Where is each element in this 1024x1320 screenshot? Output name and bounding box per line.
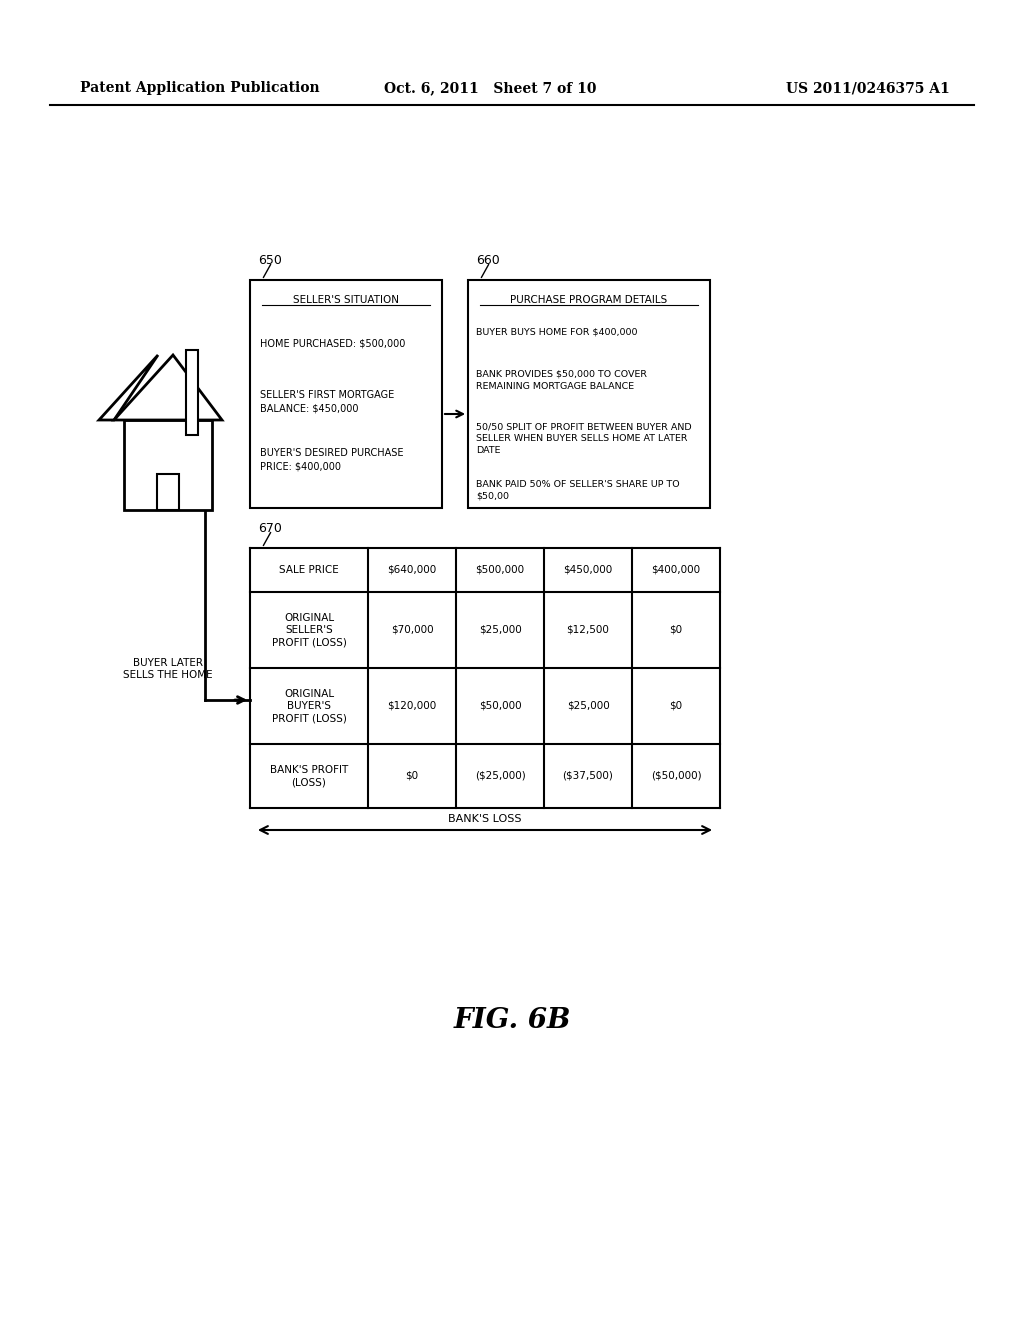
Text: PURCHASE PROGRAM DETAILS: PURCHASE PROGRAM DETAILS <box>510 294 668 305</box>
Text: BANK'S PROFIT
(LOSS): BANK'S PROFIT (LOSS) <box>270 764 348 787</box>
Text: $0: $0 <box>670 701 683 711</box>
Text: BUYER BUYS HOME FOR $400,000: BUYER BUYS HOME FOR $400,000 <box>476 327 638 337</box>
Bar <box>124 420 212 510</box>
Text: FIG. 6B: FIG. 6B <box>454 1006 570 1034</box>
Text: $0: $0 <box>406 771 419 781</box>
Text: BUYER'S DESIRED PURCHASE
PRICE: $400,000: BUYER'S DESIRED PURCHASE PRICE: $400,000 <box>260 447 403 471</box>
Text: BANK'S LOSS: BANK'S LOSS <box>449 814 522 824</box>
Text: ($37,500): ($37,500) <box>562 771 613 781</box>
Text: ORIGINAL
SELLER'S
PROFIT (LOSS): ORIGINAL SELLER'S PROFIT (LOSS) <box>271 612 346 647</box>
Text: 50/50 SPLIT OF PROFIT BETWEEN BUYER AND
SELLER WHEN BUYER SELLS HOME AT LATER
DA: 50/50 SPLIT OF PROFIT BETWEEN BUYER AND … <box>476 422 691 454</box>
Text: $0: $0 <box>670 624 683 635</box>
Text: Patent Application Publication: Patent Application Publication <box>80 81 319 95</box>
Text: US 2011/0246375 A1: US 2011/0246375 A1 <box>786 81 950 95</box>
Text: Oct. 6, 2011   Sheet 7 of 10: Oct. 6, 2011 Sheet 7 of 10 <box>384 81 596 95</box>
Text: BANK PROVIDES $50,000 TO COVER
REMAINING MORTGAGE BALANCE: BANK PROVIDES $50,000 TO COVER REMAINING… <box>476 370 647 391</box>
Text: $50,000: $50,000 <box>478 701 521 711</box>
Text: $400,000: $400,000 <box>651 565 700 576</box>
Polygon shape <box>114 355 222 420</box>
Text: SELLER'S FIRST MORTGAGE
BALANCE: $450,000: SELLER'S FIRST MORTGAGE BALANCE: $450,00… <box>260 389 394 413</box>
Text: 650: 650 <box>258 253 282 267</box>
Text: 670: 670 <box>258 521 282 535</box>
Text: $120,000: $120,000 <box>387 701 436 711</box>
Text: $500,000: $500,000 <box>475 565 524 576</box>
Text: 660: 660 <box>476 253 500 267</box>
Text: $25,000: $25,000 <box>478 624 521 635</box>
Text: ($50,000): ($50,000) <box>650 771 701 781</box>
Text: HOME PURCHASED: $500,000: HOME PURCHASED: $500,000 <box>260 338 406 348</box>
Text: ($25,000): ($25,000) <box>475 771 525 781</box>
Text: SELLER'S SITUATION: SELLER'S SITUATION <box>293 294 399 305</box>
Text: $25,000: $25,000 <box>566 701 609 711</box>
Bar <box>250 280 442 508</box>
Text: $12,500: $12,500 <box>566 624 609 635</box>
Text: SALE PRICE: SALE PRICE <box>280 565 339 576</box>
Bar <box>186 350 198 436</box>
Text: BANK PAID 50% OF SELLER'S SHARE UP TO
$50,00: BANK PAID 50% OF SELLER'S SHARE UP TO $5… <box>476 480 680 500</box>
Polygon shape <box>99 355 158 420</box>
Text: ORIGINAL
BUYER'S
PROFIT (LOSS): ORIGINAL BUYER'S PROFIT (LOSS) <box>271 689 346 723</box>
Text: $70,000: $70,000 <box>391 624 433 635</box>
Text: BUYER LATER
SELLS THE HOME: BUYER LATER SELLS THE HOME <box>123 657 213 680</box>
Text: $640,000: $640,000 <box>387 565 436 576</box>
Bar <box>468 280 710 508</box>
Bar <box>157 474 179 510</box>
Text: $450,000: $450,000 <box>563 565 612 576</box>
